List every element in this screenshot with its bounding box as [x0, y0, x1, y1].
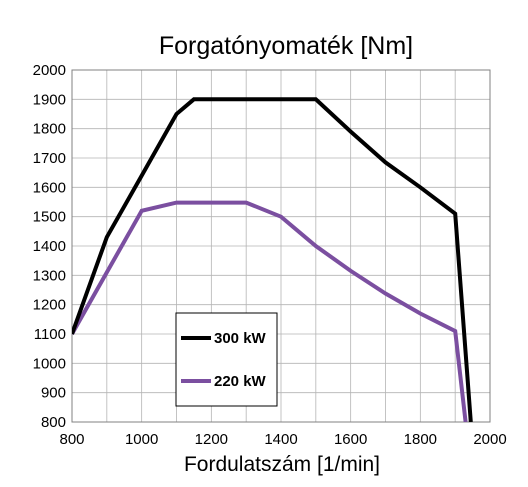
y-tick-label-1600: 1600 [33, 179, 66, 196]
legend-box [175, 312, 278, 407]
x-axis-label: Fordulatszám [1/min] [184, 453, 380, 476]
x-tick-label-2000: 2000 [473, 431, 506, 448]
x-tick-label-800: 800 [59, 431, 84, 448]
series-lines [72, 97, 473, 422]
x-tick-label-1600: 1600 [334, 431, 367, 448]
y-tick-label-1400: 1400 [33, 238, 66, 255]
y-tick-label-1100: 1100 [34, 326, 66, 343]
x-tick-labels: 800 1000 1200 1400 1600 1800 2000 [59, 431, 506, 448]
y-tick-label-1500: 1500 [33, 209, 66, 226]
x-tick-label-1400: 1400 [264, 431, 297, 448]
y-tick-label-1200: 1200 [33, 297, 66, 314]
x-tick-label-1200: 1200 [195, 431, 228, 448]
legend-label-220kw: 220 kW [214, 373, 267, 390]
plot-frame [71, 69, 491, 423]
series-line-220kw [72, 200, 468, 422]
y-tick-label-1900: 1900 [33, 91, 66, 108]
y-tick-label-900: 900 [41, 385, 66, 402]
legend: 300 kW 220 kW [175, 312, 278, 407]
legend-label-300kw: 300 kW [214, 330, 267, 347]
series-line-300kw [72, 97, 473, 422]
y-tick-label-1300: 1300 [33, 267, 66, 284]
chart-title: Forgatónyomaték [Nm] [159, 32, 413, 60]
y-tick-label-800: 800 [41, 414, 66, 431]
y-tick-label-1700: 1700 [33, 150, 66, 167]
y-tick-label-1800: 1800 [33, 121, 66, 138]
y-tick-label-2000: 2000 [33, 62, 66, 79]
y-tick-labels: 800 900 1000 1100 1200 1300 1400 1500 1600 1700 18… [33, 62, 66, 431]
y-tick-label-1000: 1000 [33, 355, 66, 372]
x-tick-label-1800: 1800 [404, 431, 437, 448]
x-tick-label-1000: 1000 [125, 431, 158, 448]
